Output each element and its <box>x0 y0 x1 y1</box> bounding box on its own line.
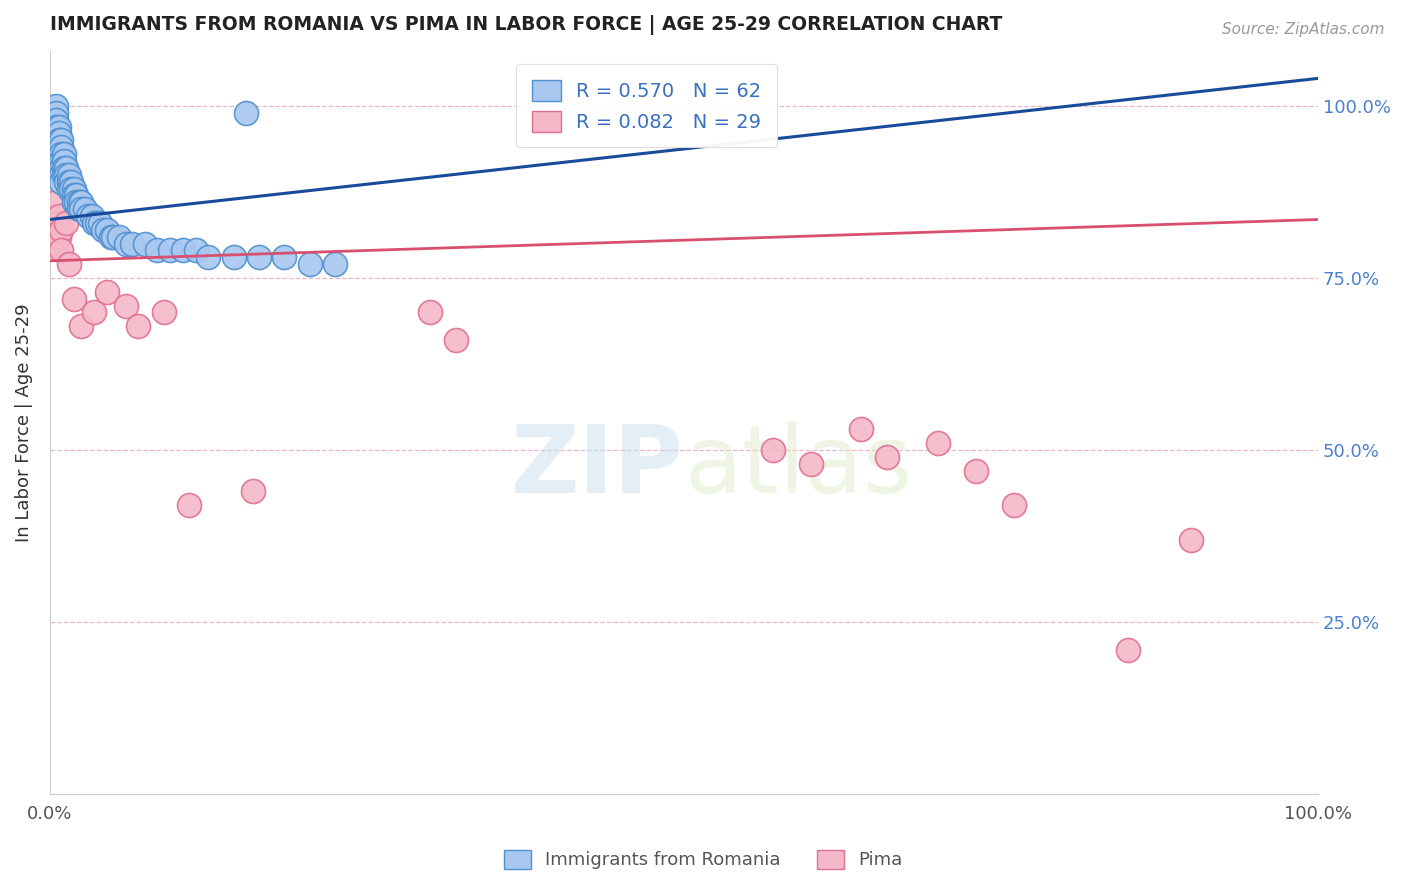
Point <box>49 168 72 182</box>
Point <box>222 251 245 265</box>
Point <box>67 202 90 217</box>
Point <box>60 181 83 195</box>
Point <box>83 305 105 319</box>
Point <box>1180 533 1202 547</box>
Point <box>134 236 156 251</box>
Point <box>52 153 75 168</box>
Point <box>153 305 176 319</box>
Point <box>273 251 295 265</box>
Point <box>58 257 80 271</box>
Point <box>86 216 108 230</box>
Point <box>965 464 987 478</box>
Point <box>45 120 67 134</box>
Point <box>762 443 785 458</box>
Point <box>419 305 441 319</box>
Point <box>127 319 149 334</box>
Point <box>55 168 77 182</box>
Point <box>48 229 70 244</box>
Point <box>49 153 72 168</box>
Point <box>146 244 169 258</box>
Point <box>58 181 80 195</box>
Point <box>96 223 118 237</box>
Text: Source: ZipAtlas.com: Source: ZipAtlas.com <box>1222 22 1385 37</box>
Point <box>159 244 181 258</box>
Point <box>58 168 80 182</box>
Point <box>65 188 87 202</box>
Point <box>55 175 77 189</box>
Point <box>323 257 346 271</box>
Point <box>55 216 77 230</box>
Point <box>96 285 118 299</box>
Point <box>49 175 72 189</box>
Point <box>927 436 949 450</box>
Text: atlas: atlas <box>683 421 912 513</box>
Point <box>75 202 97 217</box>
Point <box>62 195 84 210</box>
Point <box>49 147 72 161</box>
Point <box>179 498 201 512</box>
Point <box>1002 498 1025 512</box>
Point <box>91 223 114 237</box>
Point <box>298 257 321 271</box>
Point <box>184 244 207 258</box>
Text: ZIP: ZIP <box>510 421 683 513</box>
Point <box>247 251 270 265</box>
Point <box>444 333 467 347</box>
Y-axis label: In Labor Force | Age 25-29: In Labor Force | Age 25-29 <box>15 303 32 542</box>
Point <box>48 127 70 141</box>
Point <box>45 112 67 127</box>
Point <box>45 216 67 230</box>
Point <box>52 147 75 161</box>
Point <box>48 209 70 223</box>
Point <box>172 244 194 258</box>
Point <box>89 216 111 230</box>
Text: IMMIGRANTS FROM ROMANIA VS PIMA IN LABOR FORCE | AGE 25-29 CORRELATION CHART: IMMIGRANTS FROM ROMANIA VS PIMA IN LABOR… <box>49 15 1002 35</box>
Point <box>48 120 70 134</box>
Point <box>48 133 70 147</box>
Point <box>851 422 873 436</box>
Point <box>83 216 105 230</box>
Point <box>876 450 898 464</box>
Point <box>52 161 75 175</box>
Point <box>65 195 87 210</box>
Point <box>45 127 67 141</box>
Point <box>49 244 72 258</box>
Point <box>114 299 136 313</box>
Point <box>70 319 93 334</box>
Point <box>242 484 264 499</box>
Point <box>48 140 70 154</box>
Point <box>45 236 67 251</box>
Point <box>49 140 72 154</box>
Point <box>100 229 122 244</box>
Point <box>235 105 257 120</box>
Point <box>101 229 124 244</box>
Point <box>76 209 98 223</box>
Point <box>49 223 72 237</box>
Point <box>45 105 67 120</box>
Legend: Immigrants from Romania, Pima: Immigrants from Romania, Pima <box>495 841 911 879</box>
Point <box>70 202 93 217</box>
Point <box>108 229 131 244</box>
Point <box>80 209 103 223</box>
Point <box>62 181 84 195</box>
Point <box>45 99 67 113</box>
Point <box>52 168 75 182</box>
Point <box>197 251 219 265</box>
Point <box>49 133 72 147</box>
Legend: R = 0.570   N = 62, R = 0.082   N = 29: R = 0.570 N = 62, R = 0.082 N = 29 <box>516 64 778 147</box>
Point <box>60 175 83 189</box>
Point <box>1116 642 1139 657</box>
Point <box>62 188 84 202</box>
Point <box>55 161 77 175</box>
Point <box>58 175 80 189</box>
Point <box>49 161 72 175</box>
Point <box>62 292 84 306</box>
Point <box>45 195 67 210</box>
Point <box>67 195 90 210</box>
Point <box>800 457 823 471</box>
Point <box>70 195 93 210</box>
Point <box>114 236 136 251</box>
Point <box>121 236 143 251</box>
